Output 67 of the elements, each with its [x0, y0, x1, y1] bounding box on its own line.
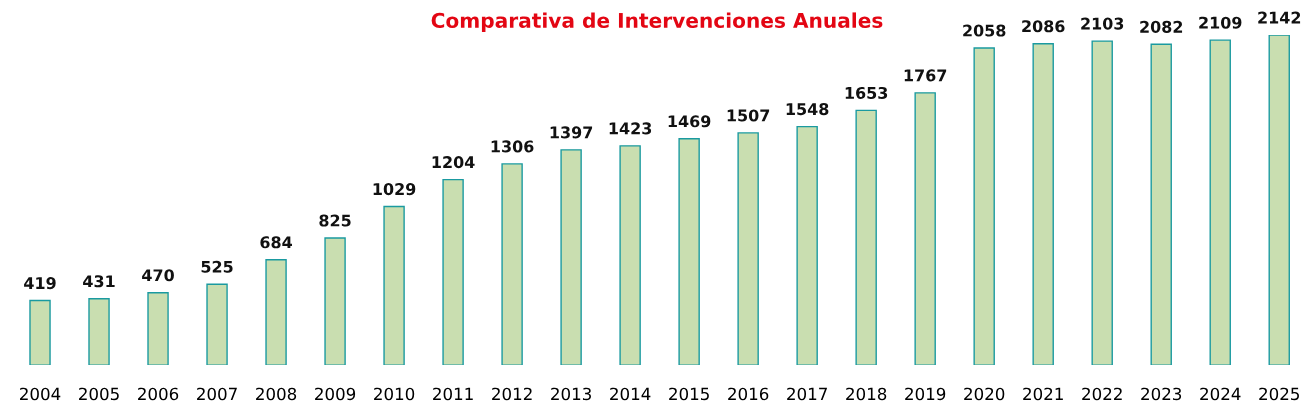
- data-label: 1469: [668, 115, 711, 128]
- x-tick-label: 2021: [1023, 387, 1063, 401]
- x-tick-label: 2024: [1200, 387, 1241, 401]
- bar: [1209, 39, 1231, 366]
- x-tick-label: 2025: [1259, 387, 1299, 401]
- data-label: 1423: [609, 122, 652, 135]
- bar: [560, 149, 582, 366]
- x-tick-label: 2006: [138, 387, 179, 401]
- bar: [29, 299, 51, 366]
- data-label: 1548: [786, 103, 829, 116]
- bar: [619, 145, 641, 366]
- bar: [147, 292, 169, 366]
- data-label: 825: [319, 214, 351, 227]
- bar: [1268, 35, 1290, 366]
- bar: [324, 237, 346, 366]
- x-tick-label: 2019: [905, 387, 946, 401]
- data-label: 2082: [1140, 20, 1183, 33]
- bar: [1032, 42, 1054, 366]
- x-tick-label: 2004: [20, 387, 61, 401]
- bar: [501, 163, 523, 366]
- x-tick-label: 2010: [374, 387, 415, 401]
- bar: [796, 125, 818, 366]
- data-label: 684: [260, 236, 292, 249]
- x-tick-label: 2022: [1082, 387, 1122, 401]
- bar: [1150, 43, 1172, 366]
- data-label: 1397: [550, 126, 593, 139]
- bar: [1091, 40, 1113, 366]
- chart-title: Comparativa de Intervenciones Anuales: [431, 12, 883, 32]
- data-label: 2109: [1199, 16, 1242, 29]
- bar: [678, 138, 700, 366]
- data-label: 525: [201, 260, 233, 273]
- data-label: 2086: [1022, 20, 1065, 33]
- x-tick-label: 2018: [846, 387, 887, 401]
- bar: [265, 259, 287, 366]
- x-tick-label: 2009: [315, 387, 356, 401]
- data-label: 431: [83, 275, 115, 288]
- bar: [737, 132, 759, 366]
- x-tick-label: 2014: [610, 387, 651, 401]
- data-label: 2142: [1258, 11, 1301, 24]
- bar: [855, 109, 877, 366]
- x-tick-label: 2020: [964, 387, 1005, 401]
- bar: [914, 92, 936, 366]
- data-label: 470: [142, 269, 174, 282]
- x-tick-label: 2012: [492, 387, 532, 401]
- data-label: 1029: [373, 183, 416, 196]
- x-tick-label: 2007: [197, 387, 237, 401]
- data-label: 1507: [727, 109, 770, 122]
- x-tick-label: 2011: [433, 387, 473, 401]
- data-label: 1653: [845, 86, 888, 99]
- data-label: 1306: [491, 140, 534, 153]
- data-label: 1204: [432, 156, 475, 169]
- data-label: 2103: [1081, 17, 1124, 30]
- x-tick-label: 2023: [1141, 387, 1182, 401]
- data-label: 2058: [963, 24, 1006, 37]
- data-label: 1767: [904, 69, 947, 82]
- x-tick-label: 2005: [79, 387, 119, 401]
- x-tick-label: 2008: [256, 387, 297, 401]
- x-tick-label: 2013: [551, 387, 591, 401]
- bar: [383, 205, 405, 366]
- bar: [88, 298, 110, 366]
- bar: [206, 283, 228, 366]
- bar: [973, 47, 995, 366]
- bar: [442, 178, 464, 366]
- data-label: 419: [24, 277, 56, 290]
- x-tick-label: 2016: [728, 387, 769, 401]
- x-tick-label: 2017: [787, 387, 827, 401]
- x-tick-label: 2015: [669, 387, 709, 401]
